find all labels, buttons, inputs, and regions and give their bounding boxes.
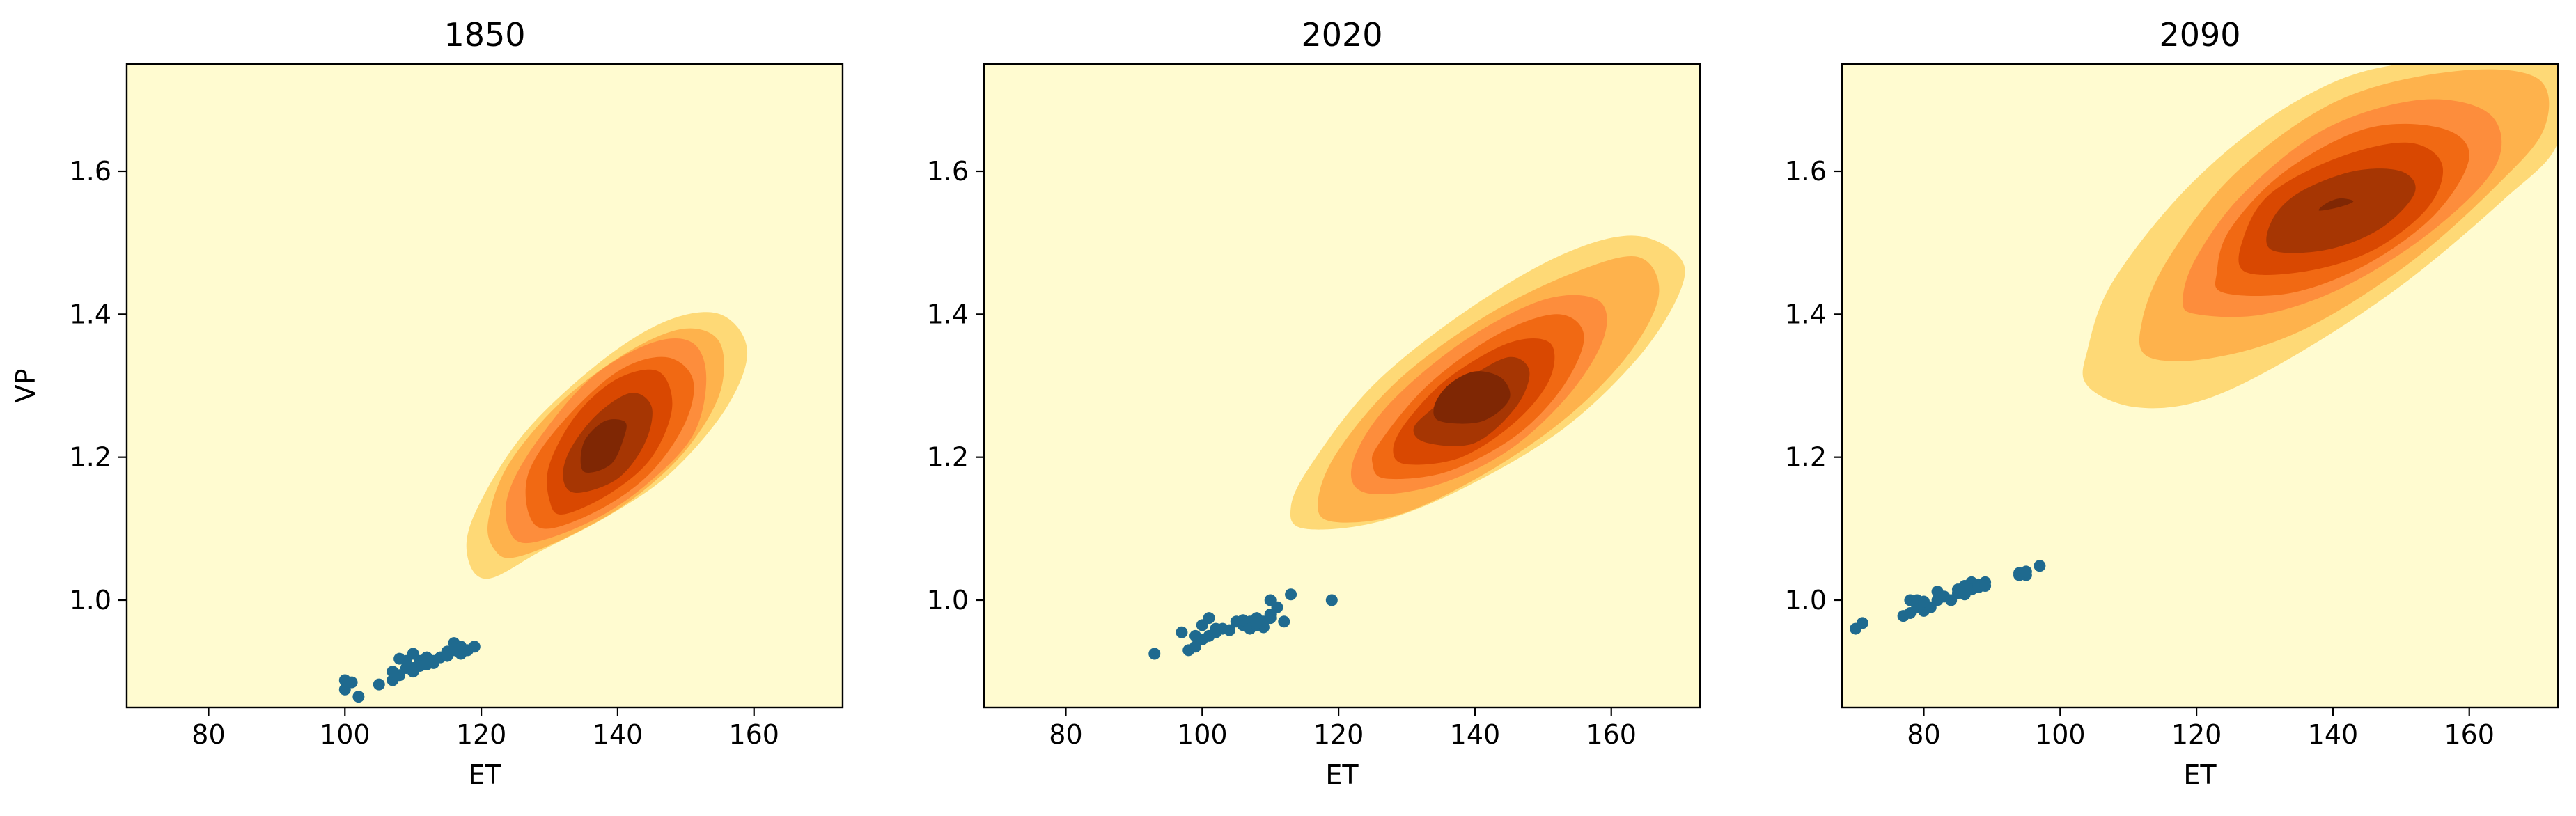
subplot-title: 1850 <box>444 16 525 54</box>
scatter-point <box>1176 626 1188 638</box>
y-tick-label: 1.0 <box>927 585 969 615</box>
scatter-point <box>1325 594 1338 606</box>
scatter-point <box>428 654 440 667</box>
scatter-point <box>448 643 460 655</box>
x-tick-label: 120 <box>2171 719 2222 750</box>
x-tick-label: 160 <box>1586 719 1637 750</box>
scatter-point <box>1223 624 1235 636</box>
subplot-title: 2020 <box>1301 16 1382 54</box>
x-tick-label: 140 <box>593 719 643 750</box>
x-tick-label: 120 <box>456 719 507 750</box>
scatter-point <box>1278 615 1290 628</box>
axes-frame <box>125 63 844 709</box>
subplot-title: 2090 <box>2159 16 2240 54</box>
scatter-point <box>387 666 399 678</box>
scatter-point <box>2020 565 2032 578</box>
scatter-points <box>1850 560 2046 635</box>
density-layer <box>1148 235 1685 660</box>
x-tick-label: 80 <box>1049 719 1082 750</box>
axes-frame <box>983 63 1701 709</box>
scatter-point <box>1285 588 1297 601</box>
subplot-1850: 80 100 120 140 160 1.0 1.2 1.4 1.6 1850 ET VP <box>10 16 844 790</box>
density-contour-level-6 <box>2266 168 2416 253</box>
density-contour-level-7 <box>2318 198 2354 211</box>
density-layer <box>338 312 748 703</box>
x-axis-label: ET <box>1325 760 1359 790</box>
scatter-points <box>338 637 481 703</box>
y-tick-label: 1.0 <box>70 585 111 615</box>
x-axis-label: ET <box>468 760 501 790</box>
scatter-point <box>1917 595 1930 608</box>
scatter-point <box>1271 601 1283 613</box>
y-tick-label: 1.6 <box>70 156 111 187</box>
y-tick-label: 1.6 <box>927 156 969 187</box>
x-tick-label: 160 <box>728 719 779 750</box>
scatter-point <box>468 641 481 653</box>
y-tick-label: 1.2 <box>1785 442 1827 473</box>
scatter-point <box>1203 612 1215 625</box>
x-tick-label: 160 <box>2444 719 2495 750</box>
x-axis-label: ET <box>2183 760 2217 790</box>
scatter-point <box>1264 612 1277 625</box>
x-tick-label: 80 <box>1907 719 1940 750</box>
scatter-points <box>1148 588 1338 660</box>
y-axis-label: VP <box>10 369 41 403</box>
axes-frame <box>1841 63 2559 709</box>
x-tick-label: 100 <box>2035 719 2086 750</box>
scatter-point <box>2034 560 2046 572</box>
scatter-point <box>1856 617 1868 629</box>
density-contour-level-7 <box>1433 371 1511 424</box>
x-tick-label: 140 <box>1450 719 1501 750</box>
density-layer <box>1850 64 2558 635</box>
scatter-point <box>352 691 365 703</box>
x-tick-label: 100 <box>1177 719 1228 750</box>
scatter-point <box>1979 579 1992 592</box>
y-tick-label: 1.6 <box>1785 156 1827 187</box>
y-tick-label: 1.4 <box>70 299 111 329</box>
scatter-point <box>373 678 385 691</box>
scatter-point <box>1251 617 1263 629</box>
scatter-point <box>338 674 351 686</box>
scatter-point <box>1148 648 1161 660</box>
x-tick-label: 100 <box>320 719 370 750</box>
y-tick-label: 1.2 <box>927 442 969 473</box>
density-contour-level-7 <box>580 419 627 473</box>
x-tick-label: 80 <box>192 719 225 750</box>
scatter-point <box>407 666 419 678</box>
x-tick-label: 120 <box>1313 719 1364 750</box>
x-tick-label: 140 <box>2308 719 2359 750</box>
y-tick-label: 1.0 <box>1785 585 1827 615</box>
subplot-2020: 80 100 120 140 160 1.0 1.2 1.4 1.6 2020 ET <box>927 16 1701 790</box>
y-tick-label: 1.4 <box>927 299 969 329</box>
subplot-2090: 80 100 120 140 160 1.0 1.2 1.4 1.6 2090 ET <box>1785 16 2559 790</box>
y-tick-label: 1.4 <box>1785 299 1827 329</box>
y-tick-label: 1.2 <box>70 442 111 473</box>
